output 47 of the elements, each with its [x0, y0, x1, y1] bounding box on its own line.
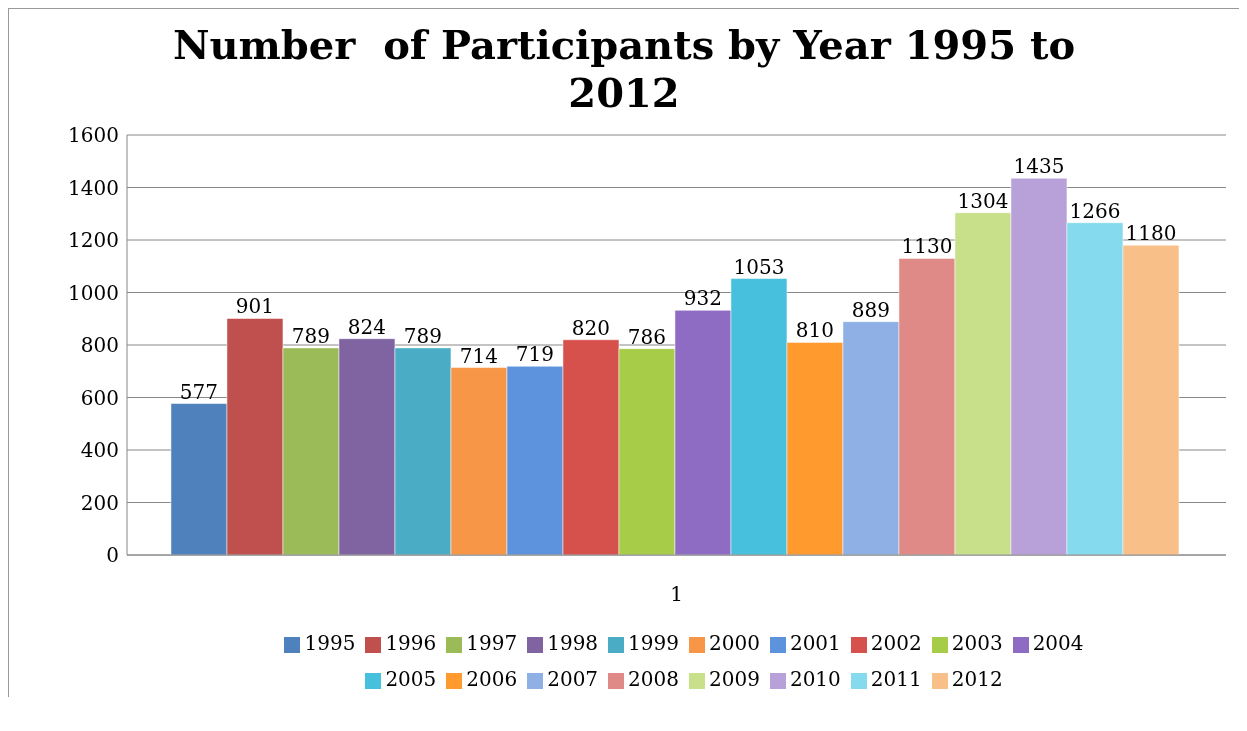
data-label: 577 [179, 379, 219, 404]
legend-label: 1997 [466, 631, 518, 655]
legend-label: 1996 [385, 631, 437, 655]
data-label: 1304 [957, 188, 1009, 213]
chart-title: Number of Participants by Year 1995 to 2012 [171, 20, 1077, 117]
data-label: 932 [683, 286, 723, 311]
data-label: 810 [795, 318, 835, 343]
data-label: 789 [403, 323, 443, 348]
y-tick-label: 0 [106, 543, 119, 568]
data-label: 1130 [901, 234, 953, 259]
legend-label: 2004 [1032, 631, 1084, 655]
data-label: 1435 [1013, 154, 1065, 179]
data-label: 789 [291, 323, 331, 348]
y-tick-label: 800 [80, 333, 119, 358]
data-label: 901 [235, 294, 275, 319]
y-tick-label: 1000 [68, 280, 119, 305]
legend-label: 2007 [547, 667, 599, 691]
data-label: 1053 [733, 254, 785, 279]
y-tick-label: 1600 [68, 123, 119, 148]
data-label: 786 [627, 324, 667, 349]
legend-label: 2005 [385, 667, 437, 691]
legend-label: 2011 [870, 667, 922, 691]
y-tick-label: 400 [80, 438, 119, 463]
legend-label: 2010 [789, 667, 841, 691]
y-tick-label: 1400 [68, 175, 119, 200]
legend-label: 1999 [628, 631, 679, 655]
legend-label: 1998 [547, 631, 599, 655]
legend-label: 2001 [789, 631, 841, 655]
legend-label: 2008 [628, 667, 679, 691]
data-label: 1180 [1125, 221, 1177, 246]
legend-label: 2003 [951, 631, 1003, 655]
legend-label: 2000 [709, 631, 760, 655]
y-tick-label: 200 [80, 490, 119, 515]
y-tick-label: 600 [80, 385, 119, 410]
data-label: 820 [571, 315, 611, 340]
legend-label: 1995 [304, 631, 356, 655]
legend-label: 2006 [466, 667, 518, 691]
legend-label: 2002 [870, 631, 922, 655]
x-tick-label: 1 [670, 582, 683, 607]
data-label: 824 [347, 314, 387, 339]
data-label: 714 [459, 343, 499, 368]
y-tick-label: 1200 [68, 228, 119, 253]
legend-label: 2009 [709, 667, 760, 691]
legend-label: 2012 [951, 667, 1003, 691]
data-label: 719 [515, 342, 555, 367]
data-label: 889 [851, 297, 891, 322]
data-label: 1266 [1069, 198, 1121, 223]
